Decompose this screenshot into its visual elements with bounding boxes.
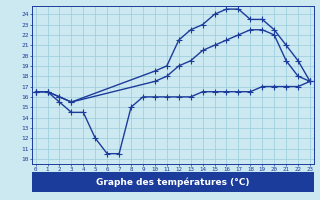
- Text: Graphe des températures (°C): Graphe des températures (°C): [96, 177, 250, 187]
